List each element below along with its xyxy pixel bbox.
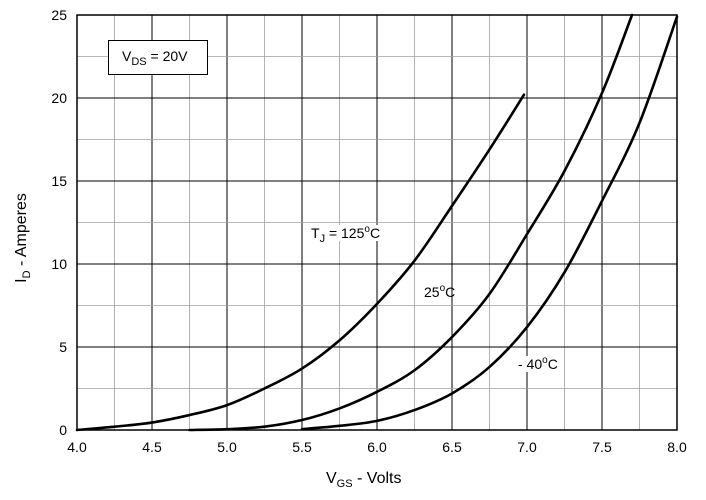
series-label-minus40c-pre: - 40	[518, 356, 543, 372]
y-tick-label: 0	[59, 422, 67, 438]
x-tick-label: 4.5	[142, 439, 162, 455]
x-tick-label: 7.5	[592, 439, 612, 455]
vds-subscript: DS	[131, 56, 147, 68]
series-label-minus40c: - 40oC	[516, 355, 560, 372]
x-tick-label: 5.5	[292, 439, 312, 455]
x-axis-label: VGS - Volts	[326, 470, 402, 490]
series-label-125c-pre: T	[311, 225, 320, 241]
vds-condition-box	[108, 40, 208, 75]
x-tick-label: 4.0	[67, 439, 87, 455]
series-label-125c-sup: o	[364, 224, 370, 235]
x-axis-label-main: V	[326, 470, 337, 487]
y-tick-label: 25	[51, 7, 67, 23]
vds-condition-label: VDS = 20V	[122, 48, 188, 68]
series-label-minus40c-sup: o	[542, 355, 548, 366]
x-tick-label: 6.5	[442, 439, 462, 455]
series-line-minus40c	[300, 15, 679, 431]
y-tick-label: 20	[51, 90, 67, 106]
vds-value: = 20V	[146, 48, 188, 64]
tick-labels: 4.0 4.5 5.0 5.5 6.0 6.5 7.0 7.5 8.0 0 5 10 15 20 25	[51, 7, 687, 455]
x-axis-label-rest: - Volts	[352, 470, 402, 487]
grid-lines	[76, 14, 678, 431]
x-tick-label: 5.0	[217, 439, 237, 455]
y-axis-label: ID - Amperes	[13, 193, 33, 283]
x-tick-label: 7.0	[517, 439, 537, 455]
series-label-125c-mid: = 125	[325, 225, 365, 241]
y-axis-label-main: I	[13, 278, 30, 283]
vds-symbol: V	[122, 48, 132, 64]
series-label-minus40c-post: C	[547, 356, 558, 372]
series-label-25c-sup: o	[439, 283, 446, 294]
series-lines	[75, 13, 679, 432]
series-label-25c-pre: 25	[424, 284, 440, 300]
series-label-25c-post: C	[445, 284, 456, 300]
series-label-125c-sub: J	[319, 233, 326, 245]
series-label-125c-post: C	[369, 225, 381, 241]
series-label-125c: TJ = 125oC	[309, 224, 383, 245]
x-tick-label: 6.0	[367, 439, 387, 455]
y-tick-label: 15	[51, 173, 67, 189]
plot-frame	[76, 14, 678, 431]
series-label-25c: 25oC	[424, 283, 456, 300]
series-line-25c	[188, 13, 634, 432]
x-axis-label-sub: GS	[336, 478, 353, 490]
series-line-125c	[75, 93, 526, 432]
y-axis-label-sub: D	[21, 270, 33, 279]
y-tick-label: 5	[59, 339, 67, 355]
x-tick-label: 8.0	[667, 439, 687, 455]
y-axis-label-rest: - Amperes	[13, 193, 30, 271]
y-tick-label: 10	[51, 256, 67, 272]
